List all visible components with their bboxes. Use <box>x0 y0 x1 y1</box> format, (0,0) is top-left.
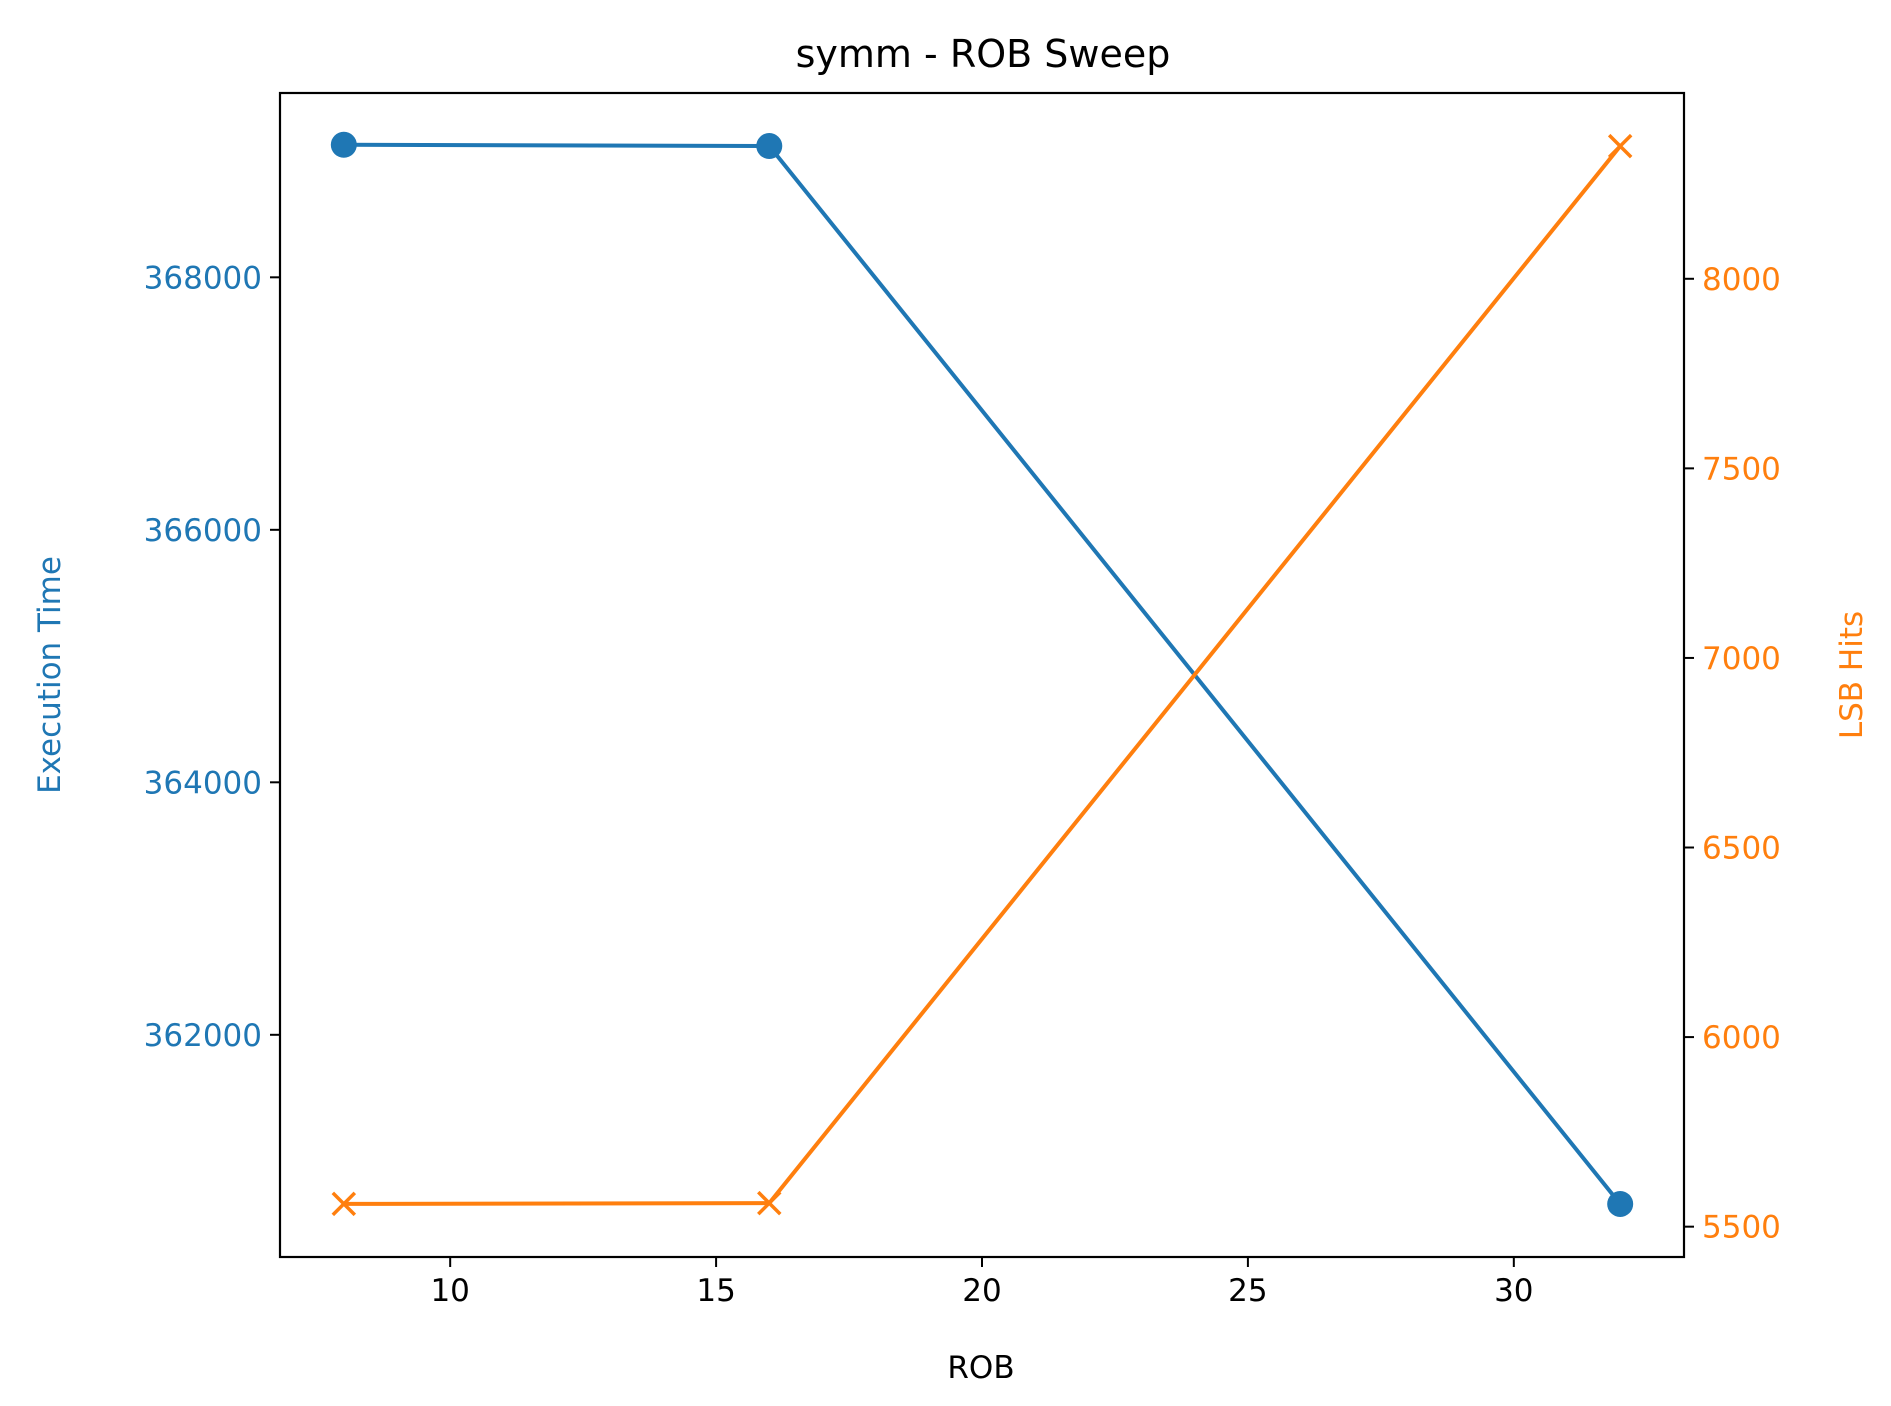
x-tick-label-0: 10 <box>430 1273 469 1309</box>
plot-frame <box>278 91 1686 1259</box>
x-axis: 10 15 20 25 30 <box>430 1257 1534 1309</box>
y-left-tick-label-2: 366000 <box>144 513 262 549</box>
series-line-lsb-hits <box>343 144 1622 1206</box>
y-right-tick-label-5: 8000 <box>1702 262 1781 298</box>
y-axis-right: 5500 6000 6500 7000 7500 8000 <box>1684 262 1781 1246</box>
y-left-tick-label-1: 364000 <box>144 765 262 801</box>
execution-time-point-2 <box>1607 1190 1634 1217</box>
lsb-hits-point-2 <box>1607 133 1633 159</box>
y-right-tick-label-1: 6000 <box>1702 1020 1781 1056</box>
lsb-hits-point-0 <box>331 1191 357 1217</box>
x-tick-label-1: 15 <box>696 1273 735 1309</box>
x-tick-label-2: 20 <box>962 1273 1001 1309</box>
series-line-execution-time <box>343 142 1622 1206</box>
y-axis-left: 362000 364000 366000 368000 <box>144 260 280 1054</box>
execution-time-point-0 <box>330 131 357 158</box>
y-right-tick-label-0: 5500 <box>1702 1210 1781 1246</box>
plot-area <box>330 131 1634 1217</box>
y-axis-left-label: Execution Time <box>32 556 68 794</box>
x-tick-label-4: 30 <box>1494 1273 1533 1309</box>
execution-time-point-1 <box>756 133 783 160</box>
y-left-tick-label-3: 368000 <box>144 260 262 296</box>
y-right-tick-label-3: 7000 <box>1702 641 1781 677</box>
x-axis-label: ROB <box>947 1350 1014 1386</box>
y-right-tick-label-4: 7500 <box>1702 451 1781 487</box>
x-tick-label-3: 25 <box>1228 1273 1267 1309</box>
y-right-tick-label-2: 6500 <box>1702 831 1781 867</box>
chart-title: symm - ROB Sweep <box>796 32 1171 76</box>
y-left-tick-label-0: 362000 <box>144 1018 262 1054</box>
lsb-hits-point-1 <box>757 1190 782 1216</box>
y-axis-right-label: LSB Hits <box>1834 611 1870 739</box>
